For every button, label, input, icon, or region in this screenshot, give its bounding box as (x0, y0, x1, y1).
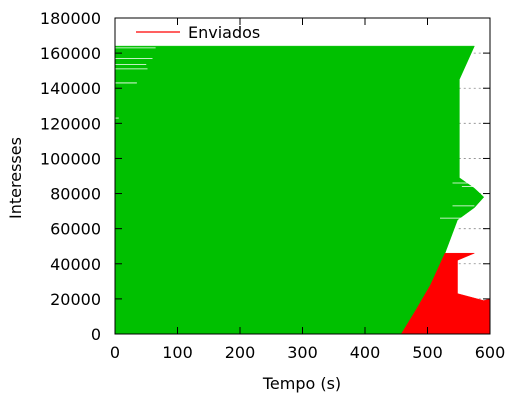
legend: Enviados (136, 23, 260, 42)
tick-layer (114, 17, 491, 335)
x-tick-label-200: 200 (225, 343, 256, 362)
y-tick-label-120000: 120000 (40, 114, 101, 133)
y-axis-title: Interesses (6, 137, 25, 219)
x-axis-title: Tempo (s) (262, 374, 341, 393)
y-tick-label-60000: 60000 (50, 220, 101, 239)
y-tick-label-140000: 140000 (40, 79, 101, 98)
x-tick-label-100: 100 (162, 343, 193, 362)
y-tick-label-0: 0 (91, 325, 101, 344)
label-layer: 0 100 200 300 400 500 600 0 20000 40000 60000 80000… (40, 9, 505, 362)
area-layer (114, 45, 491, 335)
x-tick-label-600: 600 (475, 343, 506, 362)
detail-layer (115, 47, 479, 219)
y-tick-label-180000: 180000 (40, 9, 101, 28)
x-tick-label-0: 0 (110, 343, 120, 362)
x-tick-label-300: 300 (287, 343, 318, 362)
y-tick-label-80000: 80000 (50, 185, 101, 204)
y-tick-label-100000: 100000 (40, 149, 101, 168)
y-tick-label-20000: 20000 (50, 290, 101, 309)
y-tick-label-40000: 40000 (50, 255, 101, 274)
x-tick-label-400: 400 (350, 343, 381, 362)
y-tick-label-160000: 160000 (40, 44, 101, 63)
legend-label-enviados: Enviados (188, 23, 260, 42)
x-tick-label-500: 500 (412, 343, 443, 362)
